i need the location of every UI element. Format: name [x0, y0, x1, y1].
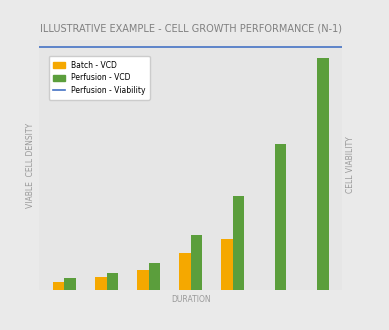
Bar — [191, 235, 202, 290]
Bar — [317, 58, 329, 290]
Bar — [65, 279, 76, 290]
Title: ILLUSTRATIVE EXAMPLE - CELL GROWTH PERFORMANCE (N-1): ILLUSTRATIVE EXAMPLE - CELL GROWTH PERFO… — [40, 23, 342, 33]
Bar — [179, 252, 191, 290]
Bar — [233, 196, 244, 290]
Bar — [221, 239, 233, 290]
Legend: Batch - VCD, Perfusion - VCD, Perfusion - Viability: Batch - VCD, Perfusion - VCD, Perfusion … — [49, 56, 150, 100]
Y-axis label: VIABLE  CELL DENSITY: VIABLE CELL DENSITY — [26, 122, 35, 208]
Bar — [53, 282, 65, 290]
Bar — [95, 277, 107, 290]
Bar — [137, 270, 149, 290]
Bar — [149, 263, 160, 290]
Y-axis label: CELL VIABILITY: CELL VIABILITY — [347, 137, 356, 193]
X-axis label: DURATION: DURATION — [171, 295, 210, 304]
Bar — [275, 144, 286, 290]
Bar — [107, 273, 118, 290]
